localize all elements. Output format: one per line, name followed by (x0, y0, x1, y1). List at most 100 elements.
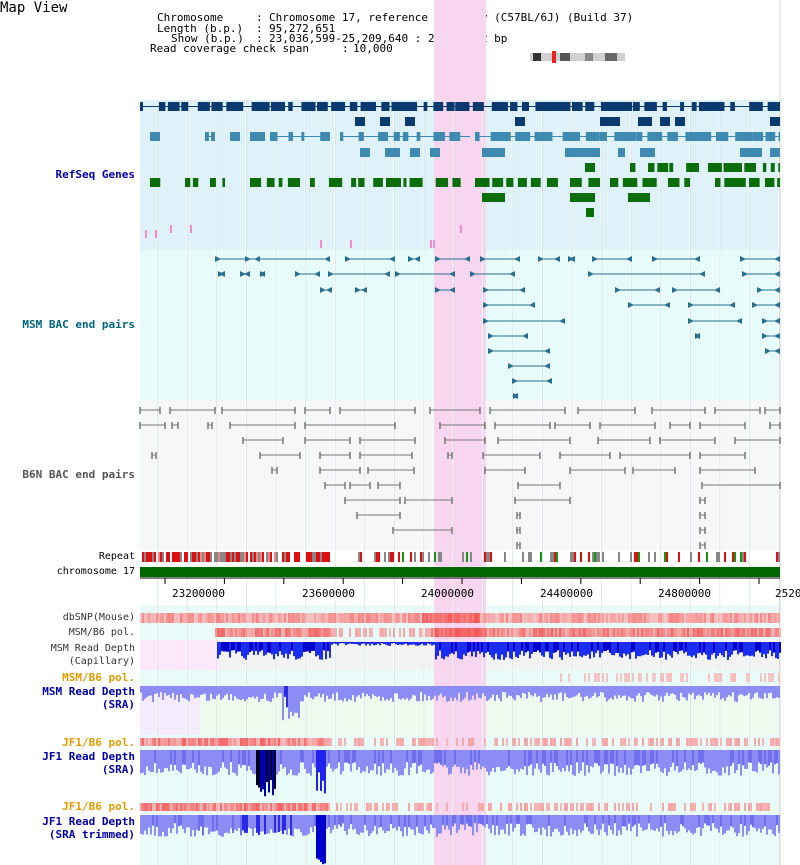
refseq-gene (492, 178, 504, 187)
jf1-sra-depth-bar (676, 750, 678, 767)
msm-b6-pol-mark (559, 628, 561, 637)
jf1-sra-depth-bar (380, 750, 382, 776)
dbsnp-mark (262, 613, 264, 623)
track-label-msm-bac[interactable]: MSM BAC end pairs (22, 318, 135, 331)
msm-capillary-depth-bar (423, 642, 425, 646)
msm-sra-depth-bar (626, 686, 628, 701)
repeat-mark (580, 552, 582, 562)
dbsnp-mark (464, 613, 466, 623)
msm-capillary-depth-bar (221, 642, 223, 652)
jf1-b6-pol-2-mark (220, 803, 222, 811)
dbsnp-mark (774, 613, 776, 623)
jf1-trimmed-depth-bar (314, 815, 316, 827)
dbsnp-mark (542, 613, 544, 623)
jf1-b6-pol-2-mark (738, 803, 740, 811)
msm-capillary-depth-bar (255, 642, 257, 651)
jf1-trimmed-depth-bar (286, 815, 288, 835)
jf1-trimmed-depth-bar (486, 815, 488, 825)
jf1-sra-depth-bar (746, 750, 748, 769)
jf1-b6-pol-mark (260, 738, 262, 746)
jf1-trimmed-depth-bar (280, 815, 282, 831)
jf1-sra-depth-bar (636, 750, 638, 765)
jf1-trimmed-depth-bar (496, 815, 498, 826)
jf1-trimmed-depth-bar (504, 815, 506, 834)
msm-sra-depth-bar (218, 686, 220, 695)
dbsnp-mark (356, 613, 358, 623)
msm-b6-pol-2-mark (760, 673, 762, 682)
jf1-b6-pol-mark (586, 738, 588, 746)
msm-sra-depth-bar (400, 686, 402, 700)
repeat-mark (196, 552, 198, 562)
jf1-sra-depth-bar (772, 750, 774, 774)
msm-b6-pol-mark (463, 628, 465, 637)
msm-bac-end (774, 256, 780, 262)
jf1-b6-pol-mark (272, 738, 274, 746)
msm-capillary-depth-bar (483, 642, 485, 658)
msm-b6-pol-mark (633, 628, 635, 637)
msm-sra-depth-bar (374, 686, 376, 697)
refseq-gene (724, 178, 737, 187)
repeat-mark (314, 552, 316, 562)
dbsnp-mark (758, 613, 760, 623)
msm-bac-end (435, 256, 441, 262)
msm-sra-depth-bar (612, 686, 614, 700)
msm-bac-end (554, 256, 560, 262)
jf1-sra-depth-bar (466, 750, 468, 769)
msm-sra-depth-bar (724, 686, 726, 701)
msm-sra-depth-bar (756, 686, 758, 693)
msm-b6-pol-mark (735, 628, 737, 637)
msm-capillary-depth-bar (451, 642, 453, 653)
msm-sra-depth-bar (468, 686, 470, 701)
msm-b6-pol-mark (759, 628, 761, 637)
dbsnp-mark (776, 613, 778, 623)
jf1-b6-pol-mark (326, 738, 328, 746)
jf1-b6-pol-2-mark (274, 803, 276, 811)
jf1-b6-pol-2-mark (588, 803, 590, 811)
msm-sra-depth-bar (508, 686, 510, 696)
repeat-mark (602, 552, 604, 562)
jf1-b6-pol-2-mark (768, 803, 770, 811)
track-label-refseq[interactable]: RefSeq Genes (55, 168, 135, 181)
msm-b6-pol-mark (369, 628, 371, 637)
msm-capillary-depth-bar (663, 642, 665, 652)
msm-b6-pol-mark (703, 628, 705, 637)
msm-capillary-depth-bar (537, 642, 539, 651)
jf1-sra-depth-bar (490, 750, 492, 772)
track-label-b6n-bac[interactable]: B6N BAC end pairs (22, 468, 135, 481)
jf1-sra-depth-bar (692, 750, 694, 766)
msm-b6-pol-mark (429, 628, 431, 637)
jf1-trimmed-depth-bar (164, 815, 166, 837)
jf1-trimmed-depth-bar (500, 815, 502, 830)
jf1-b6-pol-mark (160, 738, 162, 746)
jf1-b6-pol-2-mark (234, 803, 236, 811)
jf1-sra-depth-bar (254, 750, 256, 775)
msm-bac-end (742, 271, 748, 277)
msm-capillary-depth-bar (283, 642, 285, 658)
jf1-b6-pol-mark (312, 738, 314, 746)
msm-b6-pol-mark (285, 628, 287, 637)
dbsnp-mark (696, 613, 698, 623)
msm-sra-depth-bar (758, 686, 760, 698)
msm-b6-pol-mark (715, 628, 717, 637)
dbsnp-mark (524, 613, 526, 623)
dbsnp-mark (570, 613, 572, 623)
jf1-trimmed-depth-bar (550, 815, 552, 837)
jf1-sra-depth-bar (474, 750, 476, 763)
dbsnp-mark (554, 613, 556, 623)
msm-b6-pol-mark (523, 628, 525, 637)
jf1-trimmed-depth-bar (606, 815, 608, 836)
jf1-b6-pol-mark (300, 738, 302, 746)
dbsnp-mark (530, 613, 532, 623)
jf1-sra-depth-bar (294, 750, 296, 776)
refseq-gene (731, 178, 746, 187)
msm-capillary-depth-bar (253, 642, 255, 655)
jf1-b6-pol-2-mark (292, 803, 294, 811)
dbsnp-mark (630, 613, 632, 623)
msm-b6-pol-mark (593, 628, 595, 637)
jf1-trimmed-depth-bar (778, 815, 780, 834)
msm-b6-pol-mark (255, 628, 257, 637)
jf1-sra-depth-bar (404, 750, 406, 769)
jf1-b6-pol-2-mark (582, 803, 584, 811)
jf1-sra-depth-bar (554, 750, 556, 763)
